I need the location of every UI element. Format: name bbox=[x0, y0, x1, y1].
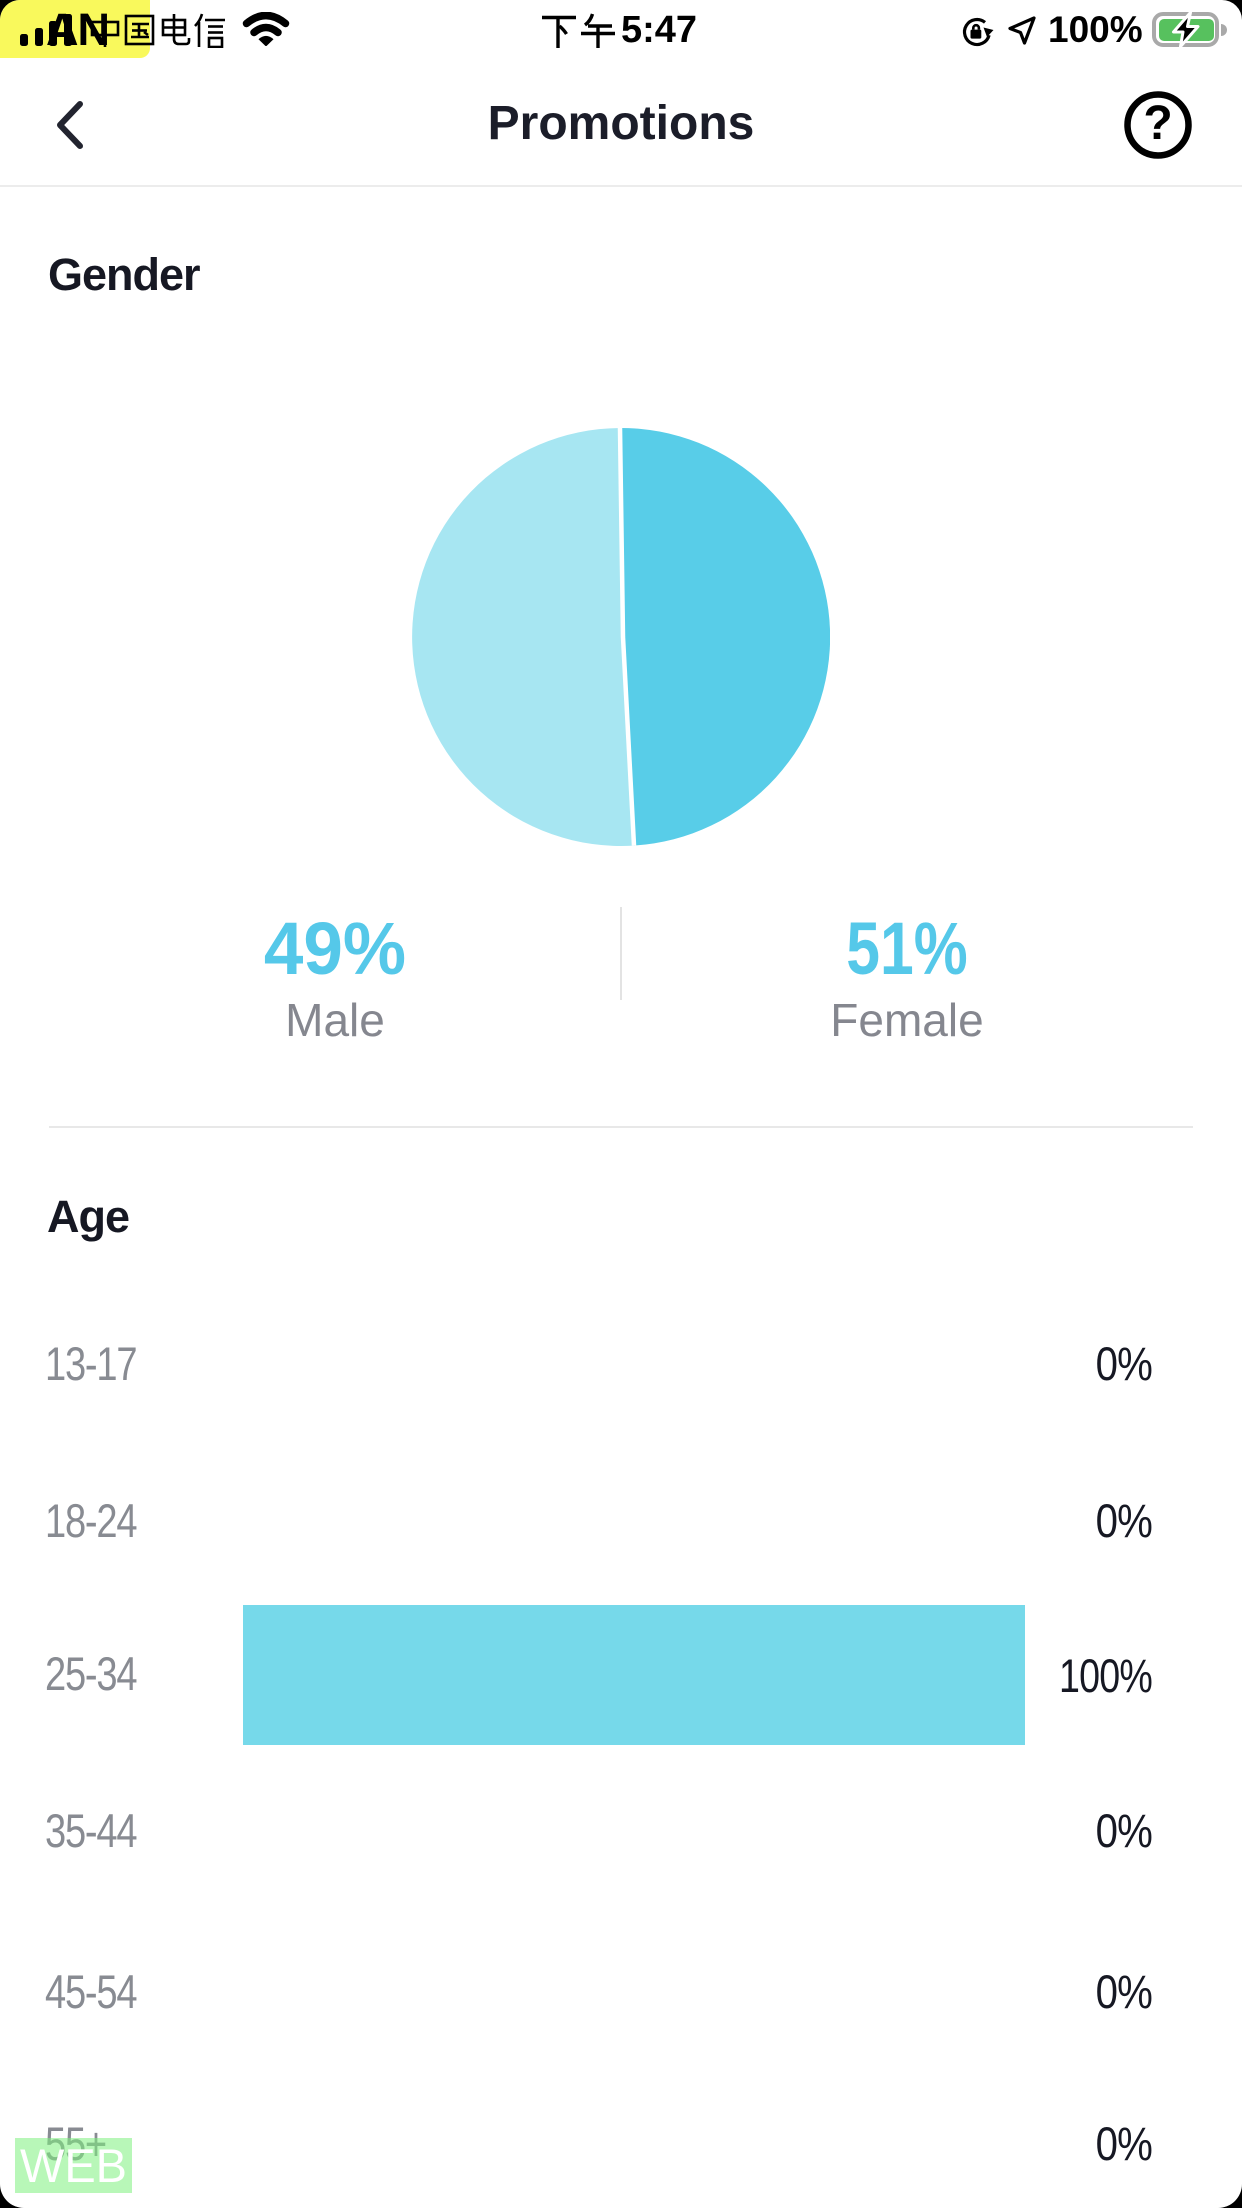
svg-text:?: ? bbox=[1143, 97, 1172, 150]
